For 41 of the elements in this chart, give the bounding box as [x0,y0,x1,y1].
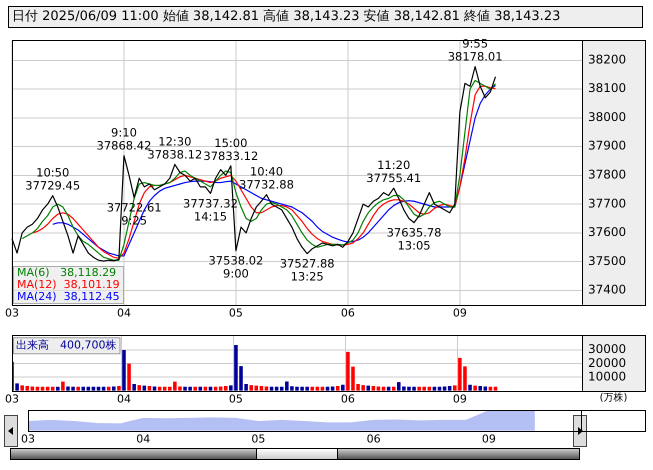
y-tick-label: 38000 [588,110,626,124]
y-axis-title: (万株) [600,391,628,404]
y-tick-label: 38100 [588,81,626,96]
y-tick-label: 37900 [588,138,626,153]
annotation: 10:50 37729.45 [25,166,80,193]
x-tick-label: 04 [136,432,150,446]
annotation: 9:10 37868.42 [96,126,152,153]
series-label: MA(12) 38,101.19 [17,278,120,291]
x-tick-label: 05 [228,392,243,406]
annotation: 37527.88 13:25 [280,256,335,284]
x-tick-label: 03 [5,392,19,406]
x-tick-label: 06 [340,306,355,320]
text: MA(24) 38,112.45 [17,290,120,303]
annotation: 37538.02 9:00 [208,254,264,281]
annotation: 出来高 400,700株 [16,338,116,352]
x-tick-label: 09 [452,392,467,406]
x-tick-label: 04 [116,392,131,406]
x-tick-label: 06 [366,432,381,446]
annotation: 10:40 37732.88 [239,164,294,192]
annotation: 15:00 37833.12 [203,136,258,163]
x-tick-label: 05 [251,432,266,446]
x-tick-label: 03 [21,432,35,446]
y-tick-label: 37700 [588,196,626,210]
series-label: MA(6) 38,118.29 [17,266,118,279]
x-tick-label: 05 [228,306,243,320]
y-tick-label: 37500 [588,254,626,268]
x-tick-label: 09 [482,432,496,446]
y-tick-label: 37600 [588,225,626,240]
x-tick-label: 03 [5,306,19,320]
y-tick-label: 38200 [588,52,626,66]
y-tick-label: 37800 [588,168,626,182]
y-tick-label: 37400 [588,282,626,297]
chart-title: 日付 2025/06/09 11:00 始値 38,142.81 高値 38,143.23 安値 38,142.81 終値 38,143.23 [8,6,643,28]
annotation: 37635.78 13:05 [386,226,442,253]
annotation: 11:20 37755.41 [366,158,422,186]
x-tick-label: 06 [340,392,355,406]
y-tick-label: 10000 [588,369,626,384]
y-tick-label: 20000 [588,356,626,370]
x-tick-label: 09 [452,306,467,320]
y-tick-label: 30000 [588,342,626,356]
x-tick-label: 04 [116,306,131,320]
